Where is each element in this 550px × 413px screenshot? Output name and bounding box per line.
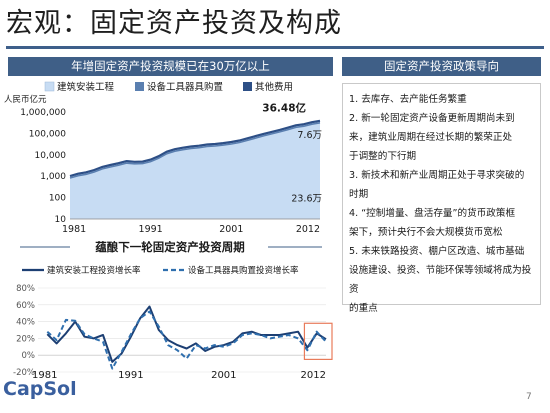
legend-label-other: 其他费用 (255, 81, 293, 93)
legend-label-construction-growth: 建筑安装工程投资增长率 (47, 265, 141, 276)
area-x-tick-label: 1991 (139, 224, 163, 235)
policy-line: 时期 (349, 189, 369, 200)
line-series-equipment (46, 310, 327, 370)
line-y-tick-label: 60% (16, 301, 35, 311)
policy-line: 的重点 (349, 303, 378, 314)
area-annotations: 36.48亿 7.6万 23.6万 (262, 101, 322, 204)
line-plot (46, 305, 333, 370)
policy-line: 来，建筑业周期在经过长期的繁荣正处 (349, 132, 513, 143)
area-series-other-band (69, 119, 321, 178)
area-y-tick-label: 10 (55, 215, 67, 225)
area-x-tick-label: 2001 (219, 224, 243, 235)
area-legend: 建筑安装工程 设备工具器具购置 其他费用 (44, 81, 293, 93)
line-legend: 建筑安装工程投资增长率 设备工具器具购置投资增长率 (22, 265, 299, 276)
investment-area-chart: 建筑安装工程 设备工具器具购置 其他费用 人民币亿元 1,000,000 100,… (4, 81, 322, 235)
left-banner: 年增固定资产投资规模已在30万亿以上 (8, 57, 333, 76)
annotation-construction: 23.6万 (291, 193, 322, 204)
line-x-tick-label: 1981 (32, 370, 57, 380)
policy-line: 2. 新一轮固定资产设备更新周期尚未到 (349, 113, 515, 124)
legend-swatch-other (243, 82, 252, 91)
area-y-tick-label: 1,000 (40, 172, 66, 182)
area-series-equipment-band (69, 122, 321, 179)
area-series-construction (70, 121, 320, 219)
cycle-chart-title: 蕴酿下一轮固定资产投资周期 (95, 240, 245, 254)
page-number: 7 (526, 392, 532, 402)
legend-label-construction: 建筑安装工程 (57, 81, 115, 93)
line-y-tick-label: 0% (22, 351, 36, 361)
line-y-tick-label: 40% (16, 318, 35, 328)
legend-label-equipment: 设备工具器具购置 (147, 81, 223, 93)
area-plot (69, 119, 321, 220)
area-y-tick-label: 100 (49, 194, 66, 204)
line-gridlines (38, 287, 326, 373)
line-y-tick-label: 80% (16, 284, 35, 294)
annotation-total: 36.48亿 (262, 101, 306, 114)
right-banner: 固定资产投资政策导向 (342, 57, 541, 76)
area-y-axis-label: 人民币亿元 (4, 94, 47, 105)
line-x-tick-label: 1991 (118, 370, 143, 380)
policy-line: 5. 未来铁路投资、棚户区改造、城市基础 (349, 246, 525, 257)
line-x-ticks: 1981 1991 2001 2012 (32, 370, 326, 380)
line-series-construction (46, 305, 327, 363)
annotation-equipment: 7.6万 (297, 130, 322, 141)
line-x-tick-label: 2001 (211, 370, 236, 380)
area-x-tick-label: 1981 (62, 224, 86, 235)
policy-list: 1. 去库存、去产能任务繁重 2. 新一轮固定资产设备更新周期尚未到 来，建筑业… (343, 84, 540, 318)
area-y-tick-label: 1,000,000 (20, 108, 66, 118)
policy-line: 设施建设、投资、节能环保等领域将成为投资 (349, 265, 532, 295)
growth-line-chart: 建筑安装工程投资增长率 设备工具器具购置投资增长率 80% 60% 40% 20% 0%… (13, 265, 333, 380)
line-y-ticks: 80% 60% 40% 20% 0% -20% (13, 284, 35, 378)
area-x-ticks: 1981 1991 2001 2012 (62, 224, 320, 235)
line-x-tick-label: 2012 (301, 370, 326, 380)
area-y-tick-label: 10,000 (35, 151, 67, 161)
title-divider (6, 46, 544, 49)
area-y-tick-label: 100,000 (29, 129, 66, 139)
capsol-logo: CapSol (3, 378, 77, 400)
legend-swatch-construction (44, 81, 55, 92)
legend-swatch-equipment (135, 82, 144, 91)
policy-line: 3. 新技术和新产业周期正处于寻求突破的 (349, 170, 525, 181)
line-y-tick-label: 20% (16, 334, 35, 344)
area-x-tick-label: 2012 (296, 224, 320, 235)
area-y-ticks: 1,000,000 100,000 10,000 1,000 100 10 (20, 108, 66, 225)
policy-line: 于调整的下行期 (349, 151, 417, 162)
line-y-tick-label: -20% (13, 368, 35, 378)
page-title: 宏观：固定资产投资及构成 (6, 8, 342, 39)
policy-panel: 1. 去库存、去产能任务繁重 2. 新一轮固定资产设备更新周期尚未到 来，建筑业… (342, 83, 541, 314)
highlight-box (303, 322, 333, 360)
policy-line: 1. 去库存、去产能任务繁重 (349, 94, 467, 105)
legend-label-equipment-growth: 设备工具器具购置投资增长率 (188, 265, 299, 276)
policy-line: 架下，预计央行不会大规模货币宽松 (349, 227, 503, 238)
policy-line: 4. “控制增量、盘活存量”的货币政策框 (349, 208, 516, 219)
cycle-chart-title-bar: 蕴酿下一轮固定资产投资周期 (20, 240, 322, 254)
